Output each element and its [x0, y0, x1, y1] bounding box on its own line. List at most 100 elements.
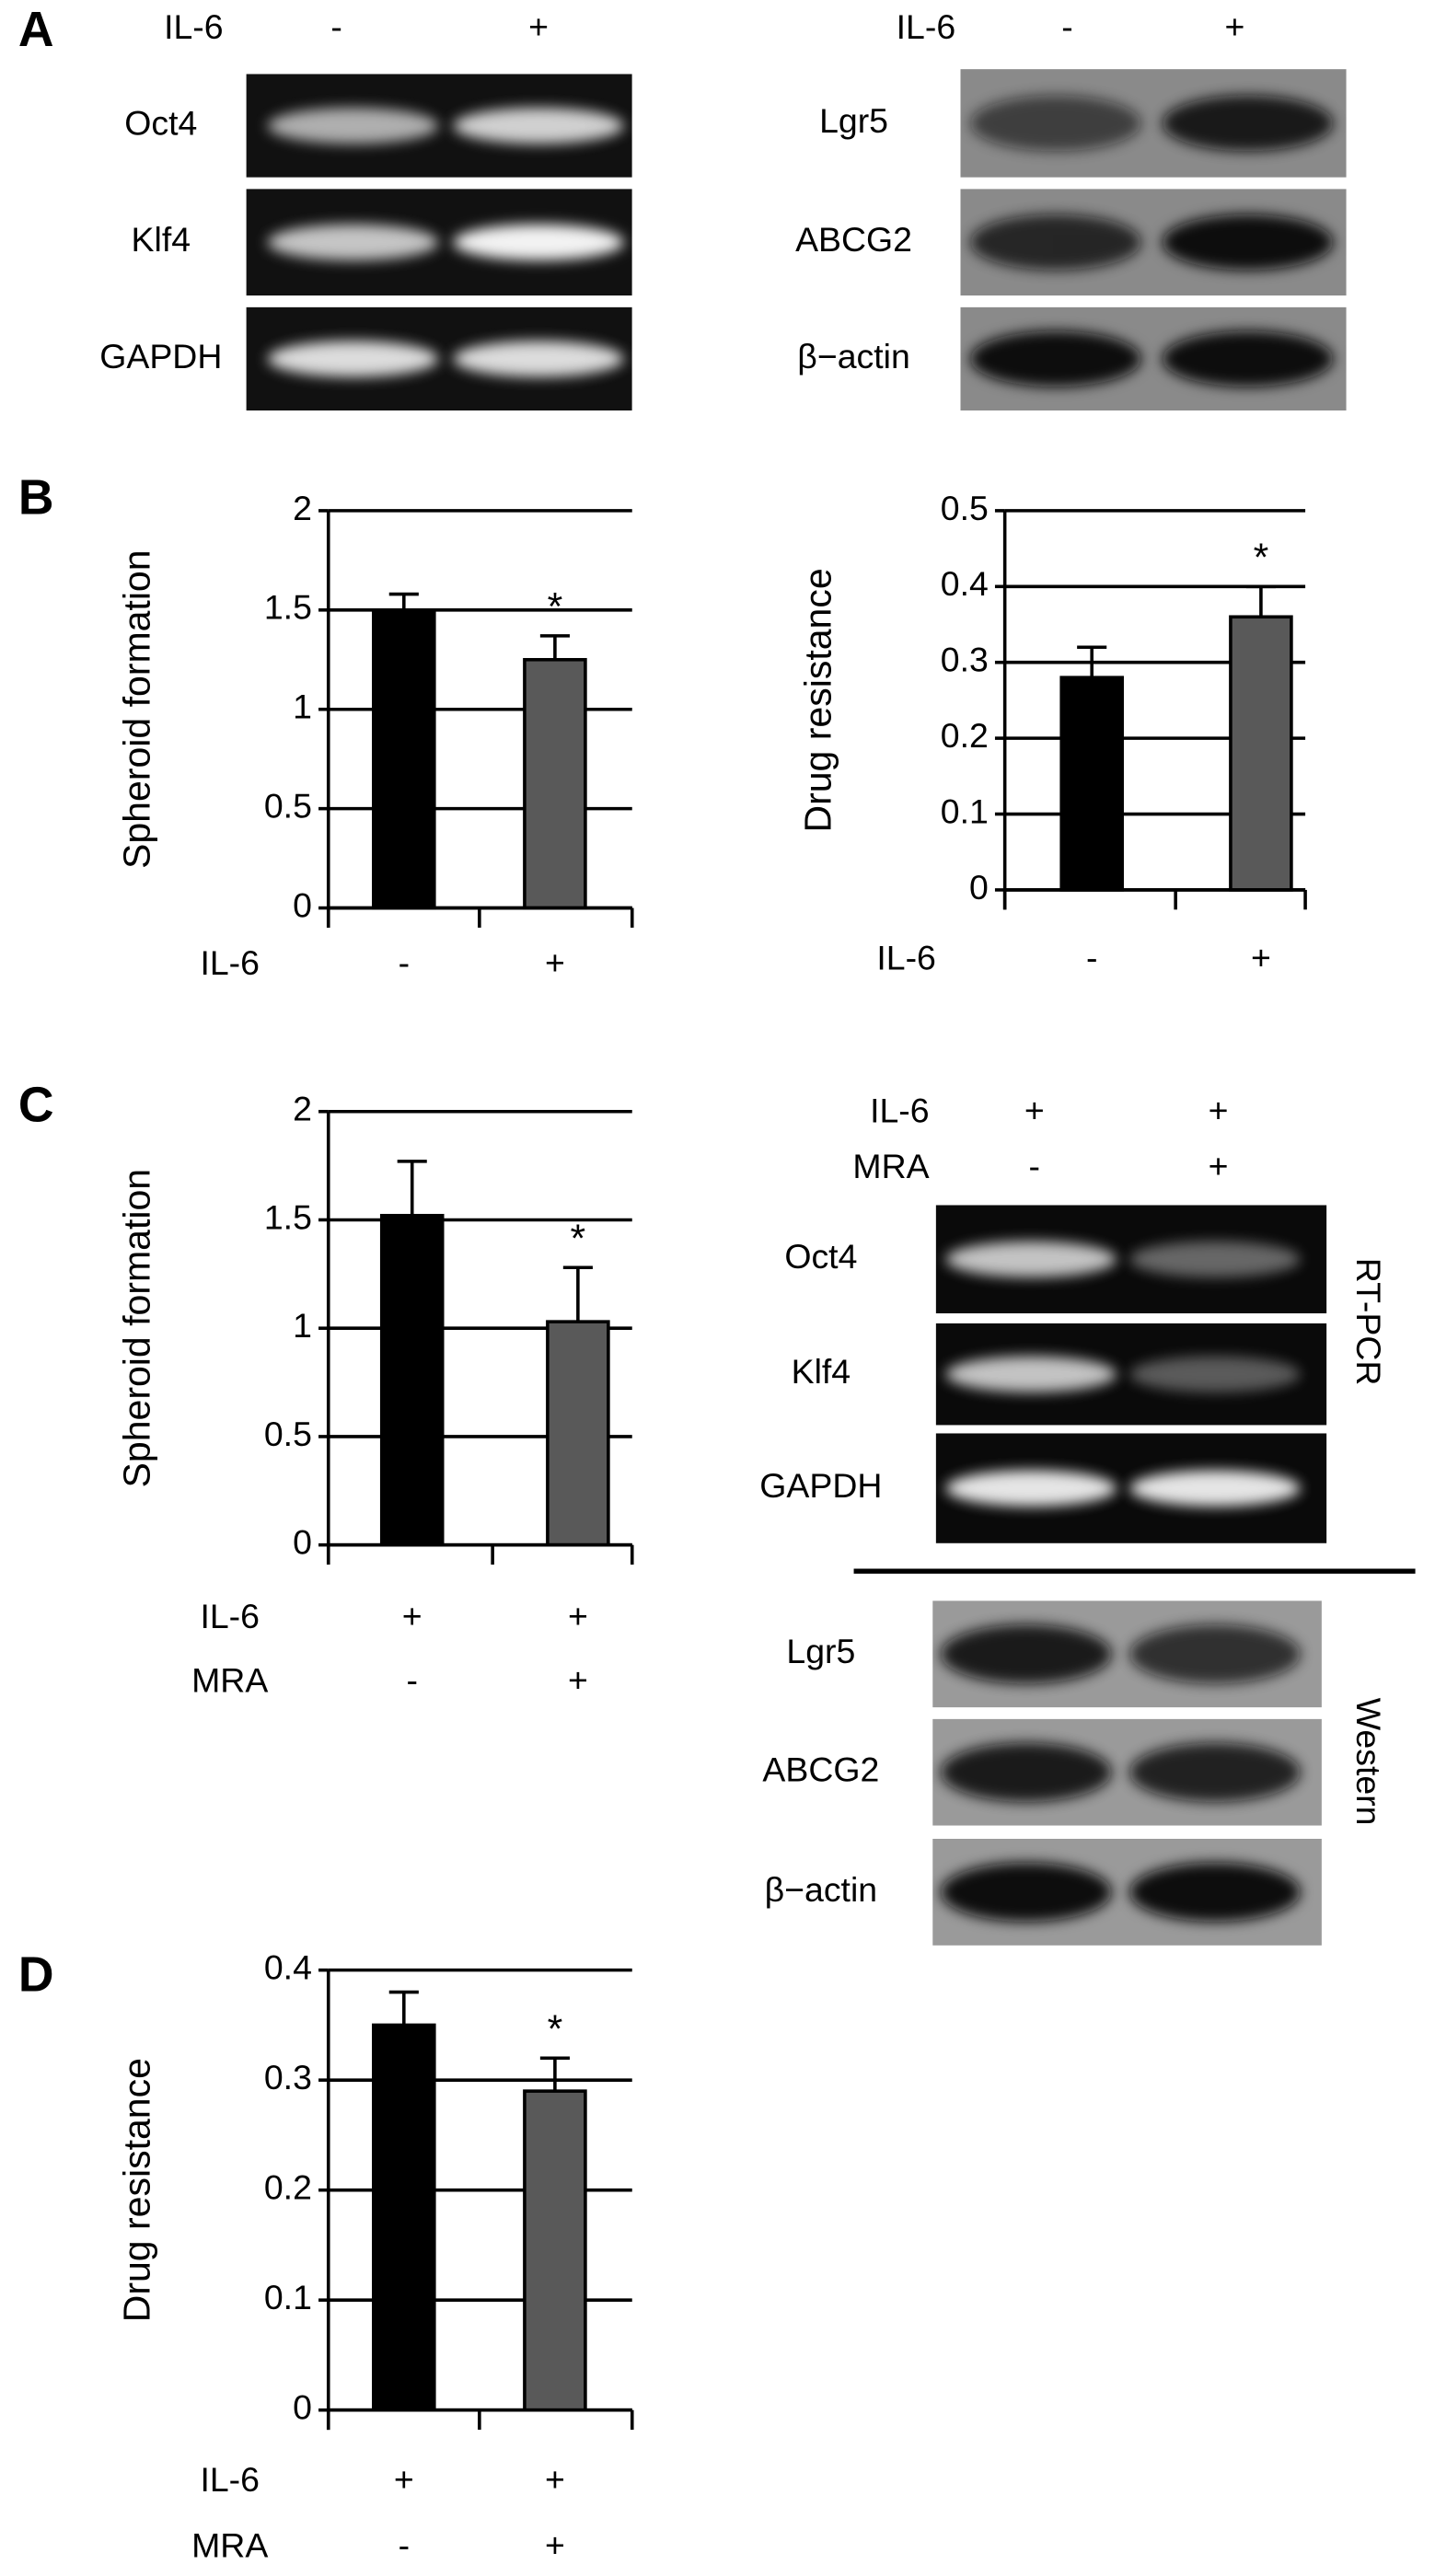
condition-name: IL-6	[164, 7, 224, 46]
significance-label: *	[1254, 536, 1269, 580]
bar	[372, 608, 436, 910]
error-bar	[1077, 645, 1107, 678]
error-bar	[539, 634, 570, 660]
y-tick-label: 0.3	[264, 2058, 312, 2097]
band	[1129, 1356, 1301, 1392]
band	[267, 341, 439, 377]
blot-row	[935, 1433, 1327, 1543]
x-tick-label: -	[406, 1660, 417, 1699]
y-tick-label: 2	[293, 489, 312, 527]
condition-label: +	[1209, 1091, 1229, 1129]
y-tick-label: 0.1	[264, 2278, 312, 2316]
band	[941, 1862, 1112, 1923]
band	[453, 341, 624, 377]
condition-label: -	[1061, 7, 1072, 46]
error-bar	[1245, 584, 1276, 618]
panel-label: D	[18, 1948, 54, 2003]
bar	[1059, 676, 1124, 892]
y-tick-label: 0.3	[941, 641, 989, 679]
band	[945, 1356, 1117, 1392]
condition-label: +	[1209, 1147, 1229, 1185]
band	[1129, 1470, 1301, 1507]
blot-row	[935, 1323, 1327, 1426]
y-tick-label: 1	[293, 1306, 312, 1345]
x-tick-label: +	[545, 943, 565, 982]
condition-name: MRA	[191, 1660, 268, 1699]
panel-label: C	[18, 1078, 54, 1132]
method-label: Western	[1349, 1698, 1388, 1826]
x-tick-label: +	[402, 1597, 422, 1635]
band	[1129, 1862, 1301, 1923]
x-tick-label: -	[399, 2525, 410, 2564]
y-tick-label: 0.4	[941, 564, 989, 603]
condition-name: IL-6	[200, 943, 260, 982]
band	[945, 1470, 1117, 1507]
blot-label: Oct4	[124, 103, 197, 142]
error-bar	[388, 592, 419, 610]
error-bar	[562, 1265, 593, 1323]
bar	[379, 1213, 445, 1547]
x-tick-label: -	[1086, 939, 1097, 977]
band	[453, 224, 624, 260]
condition-name: IL-6	[200, 2460, 260, 2499]
blot-label: ABCG2	[795, 220, 912, 259]
blot-label: β−actin	[797, 337, 909, 375]
x-tick-label: +	[568, 1660, 588, 1699]
band	[267, 107, 439, 144]
blot-row	[246, 189, 632, 296]
significance-label: *	[548, 585, 563, 630]
blot-row	[932, 1600, 1322, 1708]
y-tick-label: 0.4	[264, 1948, 312, 1987]
error-bar	[539, 2056, 570, 2092]
y-tick-label: 0.5	[264, 1415, 312, 1453]
blot-label: Klf4	[132, 220, 191, 259]
blot-row	[246, 306, 632, 411]
significance-label: *	[571, 1217, 586, 1261]
x-tick-label: +	[394, 2460, 414, 2499]
y-axis-label: Drug resistance	[115, 2058, 157, 2322]
significance-label: *	[548, 2007, 563, 2051]
condition-name: MRA	[852, 1147, 929, 1185]
x-tick-label: -	[399, 943, 410, 982]
condition-name: MRA	[191, 2525, 268, 2564]
y-tick-label: 0.5	[941, 489, 989, 527]
condition-name: IL-6	[870, 1091, 930, 1129]
band	[453, 107, 624, 144]
band	[1162, 214, 1334, 271]
panel-label: B	[18, 470, 54, 525]
blot-label: GAPDH	[759, 1466, 882, 1505]
y-tick-label: 0	[293, 885, 312, 924]
bar	[523, 2089, 587, 2412]
blot-row	[932, 1838, 1322, 1946]
blot-label: β−actin	[765, 1870, 877, 1909]
bar	[546, 1320, 610, 1547]
blot-row	[960, 306, 1347, 411]
bar	[523, 657, 587, 910]
blot-label: Klf4	[792, 1352, 851, 1391]
blot-label: Lgr5	[819, 101, 888, 140]
condition-name: IL-6	[897, 7, 956, 46]
condition-name: IL-6	[200, 1597, 260, 1635]
y-tick-label: 1	[293, 687, 312, 726]
y-tick-label: 0.2	[264, 2168, 312, 2207]
bar	[372, 2023, 436, 2412]
x-tick-label: +	[545, 2460, 565, 2499]
blot-row	[960, 189, 1347, 296]
y-tick-label: 1.5	[264, 588, 312, 627]
blot-row	[246, 74, 632, 178]
band	[970, 95, 1141, 152]
x-tick-label: +	[545, 2525, 565, 2564]
band	[941, 1742, 1112, 1802]
x-tick-label: +	[1251, 939, 1271, 977]
condition-label: -	[330, 7, 341, 46]
error-bar	[397, 1160, 427, 1216]
bar	[1229, 615, 1293, 892]
band	[1162, 330, 1334, 387]
condition-label: +	[528, 7, 549, 46]
blot-row	[960, 69, 1347, 178]
band	[970, 214, 1141, 271]
y-tick-label: 0.5	[264, 787, 312, 826]
x-tick-label: +	[568, 1597, 588, 1635]
